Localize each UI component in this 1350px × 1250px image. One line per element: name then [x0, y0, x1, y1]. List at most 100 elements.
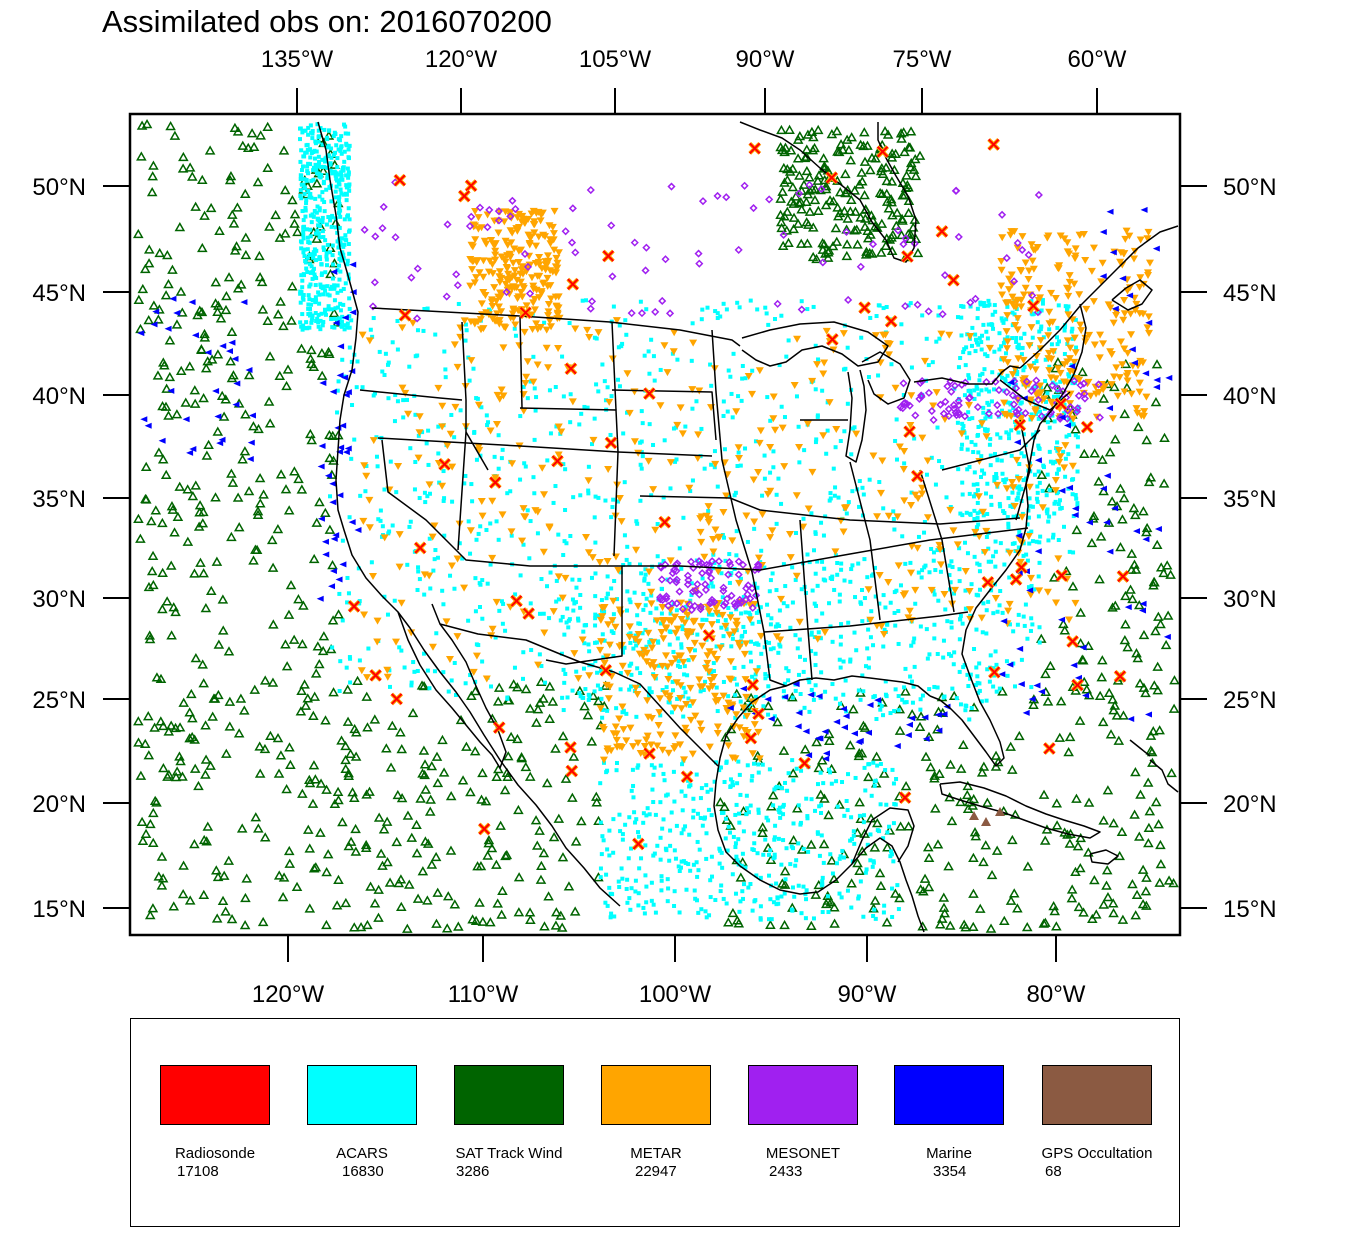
- metar-marker: [369, 437, 378, 445]
- acars-marker: [596, 495, 601, 500]
- acars-marker: [311, 250, 316, 255]
- sat-track-wind-marker: [272, 523, 284, 534]
- metar-marker: [993, 481, 1002, 489]
- metar-marker: [546, 240, 555, 248]
- acars-marker: [1035, 499, 1040, 504]
- acars-marker: [342, 327, 347, 332]
- acars-marker: [758, 875, 763, 880]
- sat-track-wind-marker: [345, 748, 356, 759]
- acars-marker: [715, 619, 720, 624]
- acars-marker: [862, 557, 867, 562]
- acars-marker: [318, 318, 323, 323]
- metar-marker: [716, 644, 725, 652]
- acars-marker: [343, 124, 348, 129]
- acars-marker: [824, 451, 829, 456]
- acars-marker: [388, 459, 393, 464]
- sat-track-wind-marker: [539, 921, 550, 931]
- acars-marker: [837, 599, 842, 604]
- acars-marker: [1003, 376, 1008, 381]
- metar-marker: [473, 318, 482, 326]
- sat-track-wind-marker: [432, 887, 443, 897]
- metar-marker: [1136, 274, 1145, 282]
- acars-marker: [821, 781, 826, 786]
- acars-marker: [988, 453, 993, 458]
- metar-marker: [643, 732, 652, 740]
- metar-marker: [513, 227, 522, 235]
- sat-track-wind-marker: [441, 923, 453, 933]
- acars-marker: [625, 544, 630, 549]
- acars-marker: [335, 410, 340, 415]
- sat-track-wind-marker: [967, 800, 979, 810]
- acars-marker: [730, 783, 735, 788]
- acars-marker: [302, 254, 307, 259]
- acars-marker: [901, 392, 906, 397]
- metar-marker: [907, 502, 916, 510]
- acars-marker: [298, 291, 303, 296]
- acars-marker: [967, 417, 972, 422]
- acars-marker: [324, 254, 329, 259]
- sat-track-wind-marker: [333, 609, 344, 619]
- acars-marker: [401, 415, 406, 420]
- acars-marker: [1030, 432, 1035, 437]
- acars-marker: [974, 526, 979, 531]
- acars-marker: [760, 762, 765, 767]
- metar-marker: [497, 386, 506, 394]
- metar-marker: [839, 330, 848, 338]
- acars-marker: [593, 494, 598, 499]
- metar-marker: [475, 269, 484, 277]
- sat-track-wind-marker: [438, 767, 450, 777]
- acars-marker: [302, 177, 307, 182]
- acars-marker: [958, 617, 963, 622]
- acars-marker: [1043, 379, 1048, 384]
- sat-track-wind-marker: [901, 170, 912, 180]
- acars-marker: [789, 844, 794, 849]
- acars-marker: [745, 763, 750, 768]
- metar-marker: [582, 533, 591, 541]
- acars-marker: [833, 485, 838, 490]
- sat-track-wind-marker: [311, 178, 323, 188]
- acars-marker: [357, 599, 362, 604]
- sat-track-wind-marker: [843, 144, 855, 155]
- acars-marker: [881, 306, 886, 311]
- acars-marker: [724, 901, 729, 906]
- acars-marker: [332, 325, 337, 330]
- metar-marker: [1136, 357, 1145, 365]
- sat-track-wind-marker: [783, 237, 794, 247]
- acars-marker: [813, 387, 818, 392]
- mesonet-marker: [483, 223, 492, 232]
- acars-marker: [345, 325, 350, 330]
- metar-marker: [776, 636, 785, 644]
- acars-marker: [1016, 430, 1021, 435]
- sat-track-wind-marker: [582, 710, 594, 720]
- acars-marker: [967, 717, 972, 722]
- acars-marker: [382, 487, 387, 492]
- sat-track-wind-marker: [885, 194, 897, 204]
- acars-marker: [611, 304, 616, 309]
- acars-marker: [386, 396, 391, 401]
- acars-marker: [463, 681, 468, 686]
- acars-marker: [1061, 524, 1066, 529]
- acars-marker: [402, 665, 407, 670]
- acars-marker: [908, 301, 913, 306]
- acars-marker: [944, 495, 949, 500]
- acars-marker: [314, 167, 319, 172]
- acars-marker: [615, 377, 620, 382]
- metar-marker: [1031, 366, 1040, 374]
- sat-track-wind-marker: [816, 755, 828, 765]
- acars-marker: [816, 630, 821, 635]
- acars-marker: [323, 159, 328, 164]
- metar-marker: [695, 676, 704, 684]
- acars-marker: [959, 315, 964, 320]
- acars-marker: [466, 519, 471, 524]
- sat-track-wind-marker: [1168, 703, 1180, 713]
- acars-marker: [1046, 538, 1051, 543]
- sat-track-wind-marker: [886, 152, 898, 162]
- acars-marker: [729, 391, 734, 396]
- acars-marker: [868, 635, 873, 640]
- acars-marker: [856, 688, 861, 693]
- acars-marker: [771, 803, 776, 808]
- sat-track-wind-marker: [1071, 793, 1082, 803]
- acars-marker: [774, 881, 779, 886]
- acars-marker: [535, 531, 540, 536]
- acars-marker: [347, 345, 352, 350]
